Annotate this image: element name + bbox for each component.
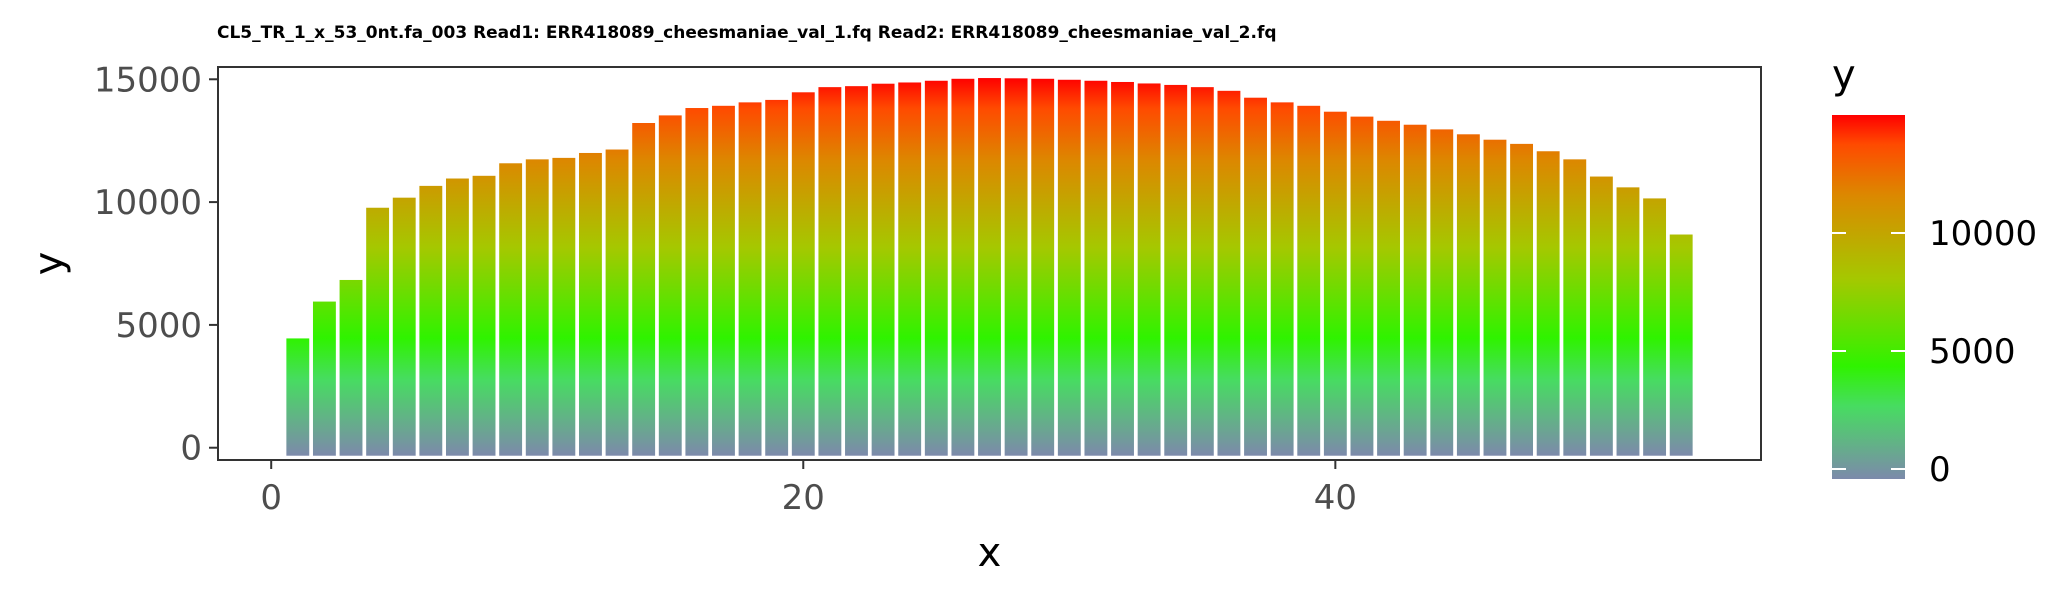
bar xyxy=(1004,78,1028,456)
x-axis: 0 20 40 xyxy=(260,460,1357,518)
bar xyxy=(1669,234,1693,456)
bar xyxy=(525,159,549,456)
bar xyxy=(1244,97,1267,456)
bar xyxy=(1164,84,1188,456)
bar xyxy=(951,78,975,456)
bar xyxy=(818,87,842,456)
bar xyxy=(1111,81,1134,456)
bar xyxy=(472,175,496,456)
y-tick-label: 0 xyxy=(180,429,202,469)
bar xyxy=(419,185,443,456)
bar xyxy=(871,83,895,456)
bar xyxy=(1563,159,1587,456)
bar xyxy=(445,178,469,456)
bar xyxy=(286,338,310,456)
bars-group xyxy=(286,78,1693,456)
bar xyxy=(1297,105,1321,456)
bar xyxy=(579,152,602,456)
bar xyxy=(1403,124,1427,456)
bar xyxy=(898,82,922,456)
color-legend: y 0 5000 10000 xyxy=(1832,52,2037,490)
legend-label: 5000 xyxy=(1929,332,2016,372)
x-tick-label: 40 xyxy=(1314,478,1357,518)
bar xyxy=(1510,143,1534,456)
bar xyxy=(1483,139,1507,456)
bar xyxy=(1616,187,1640,456)
legend-label: 0 xyxy=(1929,450,1951,490)
bar xyxy=(978,78,1001,456)
colorbar xyxy=(1832,115,1905,479)
y-axis: 0 5000 10000 15000 xyxy=(94,60,218,469)
bar xyxy=(1323,111,1347,456)
legend-label: 10000 xyxy=(1929,214,2037,254)
bar xyxy=(924,80,948,456)
bar xyxy=(1217,90,1241,456)
bar xyxy=(366,207,390,456)
x-tick-label: 20 xyxy=(782,478,825,518)
bar xyxy=(738,102,762,456)
bar xyxy=(1031,78,1055,456)
bar xyxy=(1190,87,1214,456)
y-tick-label: 5000 xyxy=(115,306,202,346)
bar xyxy=(845,86,868,456)
bar xyxy=(765,99,789,456)
bar xyxy=(312,301,336,456)
bar xyxy=(1057,79,1081,456)
bar xyxy=(632,123,656,456)
bar xyxy=(658,115,682,456)
bar xyxy=(339,279,363,456)
bar xyxy=(791,92,815,456)
bar xyxy=(1589,176,1613,456)
x-tick-label: 0 xyxy=(260,478,282,518)
y-tick-label: 15000 xyxy=(94,60,202,100)
legend-title: y xyxy=(1832,52,1856,98)
y-tick-label: 10000 xyxy=(94,183,202,223)
bar xyxy=(1377,120,1400,456)
plot-panel-border xyxy=(217,66,1762,461)
bar xyxy=(1270,102,1294,456)
bar xyxy=(685,108,709,456)
bar xyxy=(1084,80,1108,456)
y-axis-title: y xyxy=(26,252,72,276)
bar xyxy=(1137,83,1161,456)
bar xyxy=(1643,198,1667,456)
bar xyxy=(499,163,523,456)
bar xyxy=(712,105,735,456)
bar xyxy=(1536,151,1560,456)
bar xyxy=(1456,134,1480,456)
bar xyxy=(392,197,416,456)
bar xyxy=(605,149,629,456)
x-axis-title: x xyxy=(978,530,1002,576)
chart-title: CL5_TR_1_x_53_0nt.fa_003 Read1: ERR41808… xyxy=(217,23,1277,43)
bar xyxy=(552,157,576,456)
bar xyxy=(1430,129,1454,456)
bar xyxy=(1350,116,1374,456)
